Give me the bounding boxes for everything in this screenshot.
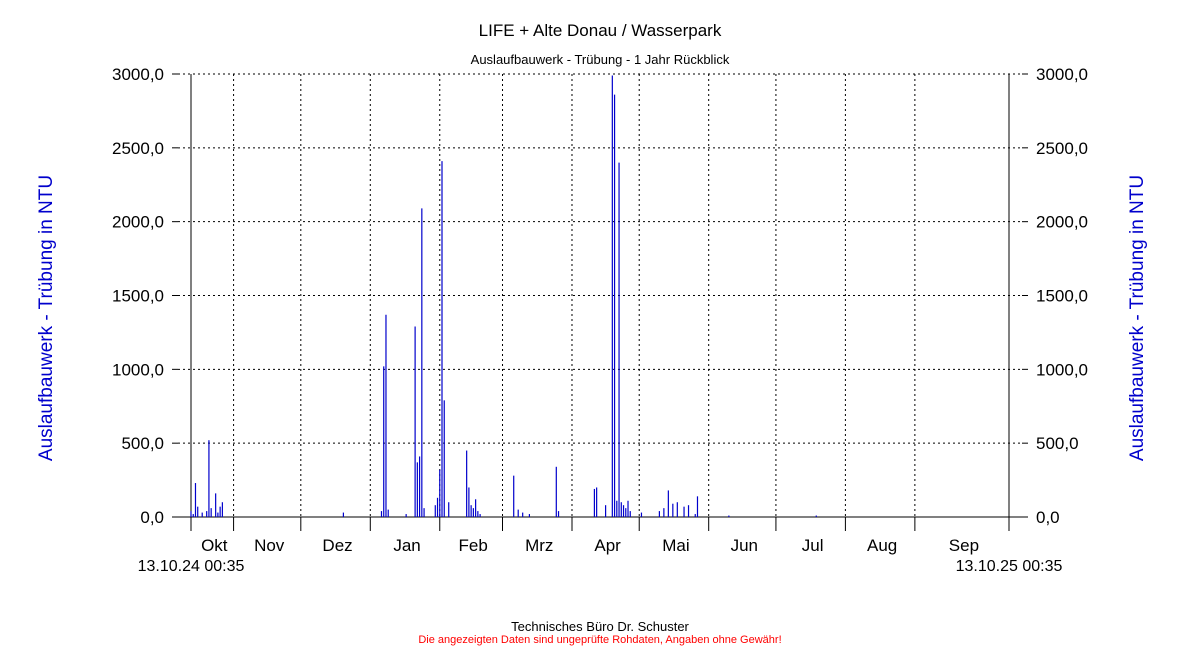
y-tick-label-right: 1500,0 [1036,287,1088,306]
y-tick-label-left: 0,0 [140,508,164,527]
x-month-label: Aug [867,536,897,555]
y-tick-label-right: 1000,0 [1036,360,1088,379]
x-month-label: Jul [802,536,824,555]
x-month-label: Apr [594,536,621,555]
x-month-label: Mai [662,536,689,555]
y-tick-label-left: 1000,0 [112,360,164,379]
y-tick-label-left: 500,0 [121,434,164,453]
y-tick-label-left: 1500,0 [112,287,164,306]
turbidity-chart: LIFE + Alte Donau / Wasserpark Auslaufba… [36,21,1148,575]
x-month-label: Okt [201,536,228,555]
x-month-label: Feb [458,536,487,555]
plot-layer: 0,0 0,0 500,0 500,0 1000,0 1000,0 1500,0 1500,0… [112,65,1088,555]
y-tick-label-right: 0,0 [1036,508,1060,527]
y-tick-label-right: 500,0 [1036,434,1079,453]
y-tick-label-right: 3000,0 [1036,65,1088,84]
chart-title: LIFE + Alte Donau / Wasserpark [479,21,722,40]
chart-subtitle: Auslaufbauwerk - Trübung - 1 Jahr Rückbl… [471,52,730,67]
x-start-label: 13.10.24 00:35 [138,558,245,575]
y-tick-label-left: 3000,0 [112,65,164,84]
y-tick-label-left: 2000,0 [112,213,164,232]
y-axis-label-left: Auslaufbauwerk - Trübung in NTU [36,175,57,461]
x-month-label: Dez [322,536,352,555]
y-tick-label-right: 2500,0 [1036,139,1088,158]
x-month-label: Sep [949,536,979,555]
footer-company: Technisches Büro Dr. Schuster [511,619,689,634]
x-month-label: Jun [731,536,758,555]
x-month-label: Jan [393,536,420,555]
y-axis-label-right: Auslaufbauwerk - Trübung in NTU [1127,175,1148,461]
x-month-label: Mrz [525,536,553,555]
y-tick-label-left: 2500,0 [112,139,164,158]
x-month-label: Nov [254,536,285,555]
footer-disclaimer: Die angezeigten Daten sind ungeprüfte Ro… [418,634,782,646]
y-tick-label-right: 2000,0 [1036,213,1088,232]
x-end-label: 13.10.25 00:35 [956,558,1063,575]
